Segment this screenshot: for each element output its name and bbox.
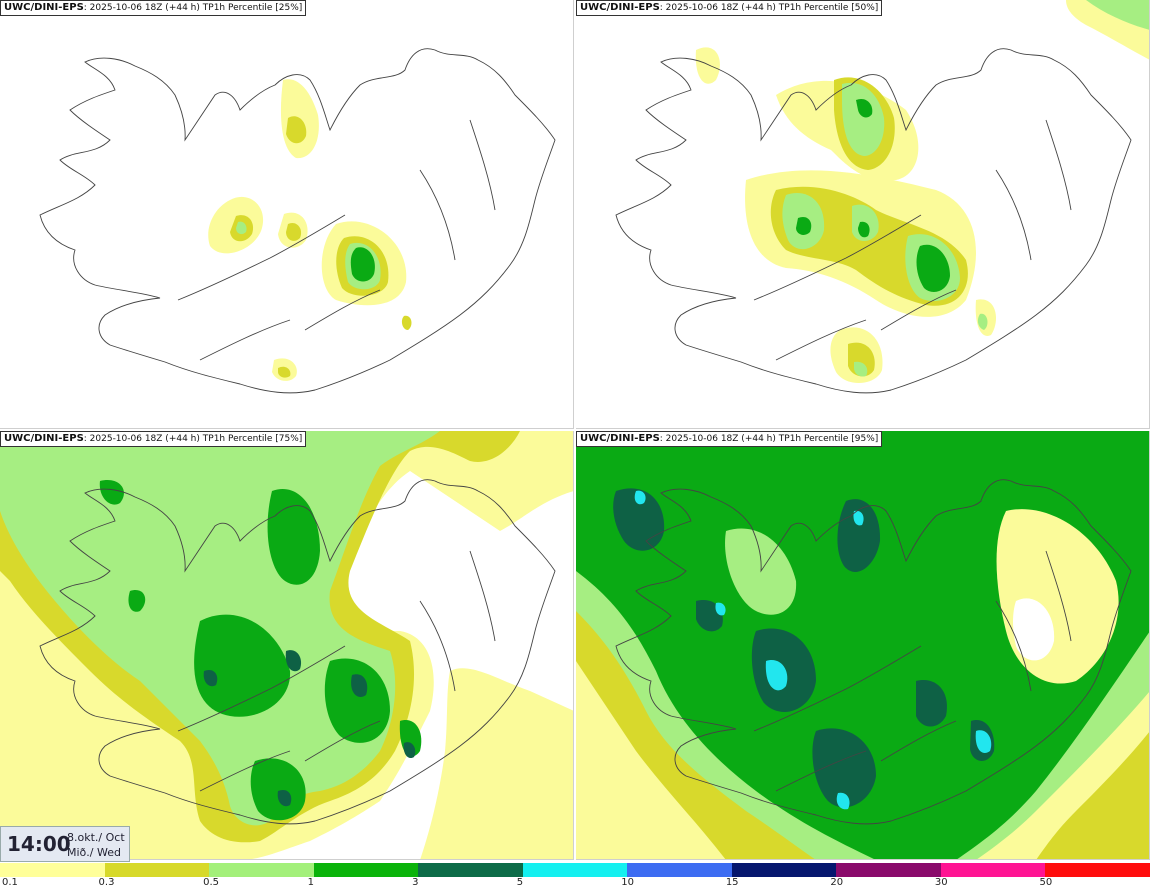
precip-map-p95	[576, 431, 1149, 859]
precip-map-p50	[615, 0, 1149, 394]
precip-map-p25	[39, 48, 556, 394]
legend-swatch	[731, 863, 837, 877]
legend-tick-label: 50	[1039, 877, 1053, 888]
panel-title: UWC/DINI-EPS: 2025-10-06 18Z (+44 h) TP1…	[576, 431, 883, 447]
legend-tick-label: 0.1	[2, 877, 18, 888]
legend-swatch	[209, 863, 315, 877]
legend-swatch	[522, 863, 628, 877]
legend-tick-label: 3	[412, 877, 419, 888]
legend-swatch	[836, 863, 942, 877]
legend-swatch	[418, 863, 524, 877]
map-panel-p95: UWC/DINI-EPS: 2025-10-06 18Z (+44 h) TP1…	[576, 431, 1150, 860]
legend-tick-label: 20	[830, 877, 844, 888]
legend-swatch	[104, 863, 210, 877]
valid-date: 8.okt./ Oct	[67, 831, 125, 844]
legend-tick-label: 0.5	[203, 877, 219, 888]
map-panel-p75: UWC/DINI-EPS: 2025-10-06 18Z (+44 h) TP1…	[0, 431, 574, 860]
legend-tick-label: 15	[725, 877, 739, 888]
legend-tick-label: 5	[516, 877, 524, 888]
legend-tick-label: 0.3	[98, 877, 115, 888]
panel-title: UWC/DINI-EPS: 2025-10-06 18Z (+44 h) TP1…	[0, 431, 307, 447]
valid-time-box: 14:00 8.okt./ Oct Mið./ Wed	[0, 826, 130, 862]
legend-tick-label: 10	[621, 877, 634, 888]
panel-title: UWC/DINI-EPS: 2025-10-06 18Z (+44 h) TP1…	[0, 0, 307, 16]
legend-tick-label: 30	[934, 877, 948, 888]
panel-title: UWC/DINI-EPS: 2025-10-06 18Z (+44 h) TP1…	[576, 0, 883, 16]
map-panel-p50: UWC/DINI-EPS: 2025-10-06 18Z (+44 h) TP1…	[576, 0, 1150, 429]
legend-swatch	[1045, 863, 1150, 877]
legend-swatch	[940, 863, 1046, 877]
legend-swatch	[313, 863, 419, 877]
precip-map-p75	[0, 431, 573, 859]
color-scale-legend: 0.1 0.3 0.5 1 3 5 10 15 20 30 50	[0, 862, 1150, 891]
valid-weekday: Mið./ Wed	[67, 846, 121, 859]
map-panel-p25: UWC/DINI-EPS: 2025-10-06 18Z (+44 h) TP1…	[0, 0, 574, 429]
legend-swatch	[627, 863, 733, 877]
valid-time: 14:00	[7, 832, 71, 856]
legend-swatch	[0, 863, 105, 877]
legend-tick-label: 1	[307, 877, 314, 888]
